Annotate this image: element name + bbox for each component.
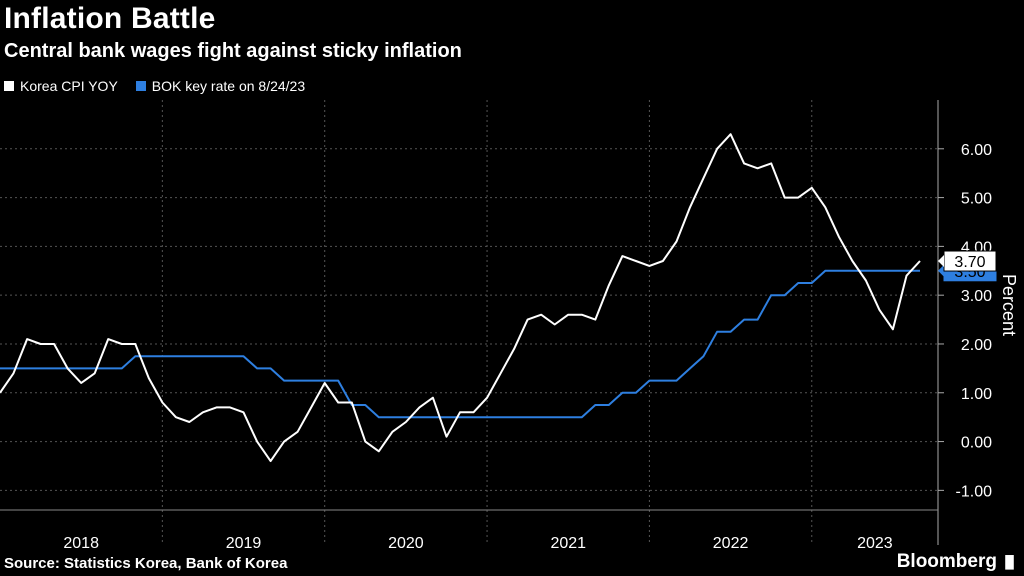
- y-tick-label: -1.00: [956, 483, 993, 500]
- chart-title: Inflation Battle: [4, 2, 216, 35]
- x-tick-label-2022: 2022: [713, 535, 749, 552]
- y-tick-label: 3.00: [961, 288, 992, 305]
- bar-chart-icon: ▐▌: [1000, 555, 1018, 569]
- legend-item-cpi: Korea CPI YOY: [4, 78, 118, 94]
- bloomberg-logo: Bloomberg ▐▌: [897, 551, 1018, 573]
- end-label-cpi-pointer: [938, 255, 944, 268]
- brand-name: Bloomberg: [896, 551, 997, 572]
- y-tick-label: 2.00: [961, 337, 992, 354]
- legend-item-bok-rate: BOK key rate on 8/24/23: [135, 78, 306, 94]
- legend-swatch-bok-rate: [135, 81, 146, 91]
- end-label-cpi-text: 3.70: [954, 254, 985, 271]
- source-note: Source: Statistics Korea, Bank of Korea: [4, 555, 288, 572]
- y-tick-label: 0.00: [961, 435, 992, 452]
- x-tick-label-2021: 2021: [550, 535, 586, 552]
- y-tick-label: 1.00: [961, 386, 992, 403]
- chart-subtitle: Central bank wages fight against sticky …: [4, 40, 462, 62]
- end-label-bok-rate-pointer: [938, 264, 944, 277]
- legend-swatch-cpi: [4, 81, 14, 91]
- y-tick-label: 6.00: [961, 142, 992, 159]
- x-tick-label-2019: 2019: [226, 535, 262, 552]
- x-tick-label-2020: 2020: [388, 535, 424, 552]
- y-tick-label: 5.00: [961, 191, 992, 208]
- legend-label-cpi: Korea CPI YOY: [20, 78, 118, 94]
- series-line-bok-rate: [0, 269, 920, 419]
- x-tick-label-2018: 2018: [63, 535, 99, 552]
- y-axis-label: Percent: [999, 274, 1019, 336]
- legend-label-bok-rate: BOK key rate on 8/24/23: [151, 78, 306, 94]
- series-line-cpi: [0, 133, 921, 463]
- legend: Korea CPI YOY BOK key rate on 8/24/23: [4, 78, 305, 94]
- end-label-cpi: 3.70: [938, 250, 997, 272]
- x-tick-label-2023: 2023: [857, 535, 893, 552]
